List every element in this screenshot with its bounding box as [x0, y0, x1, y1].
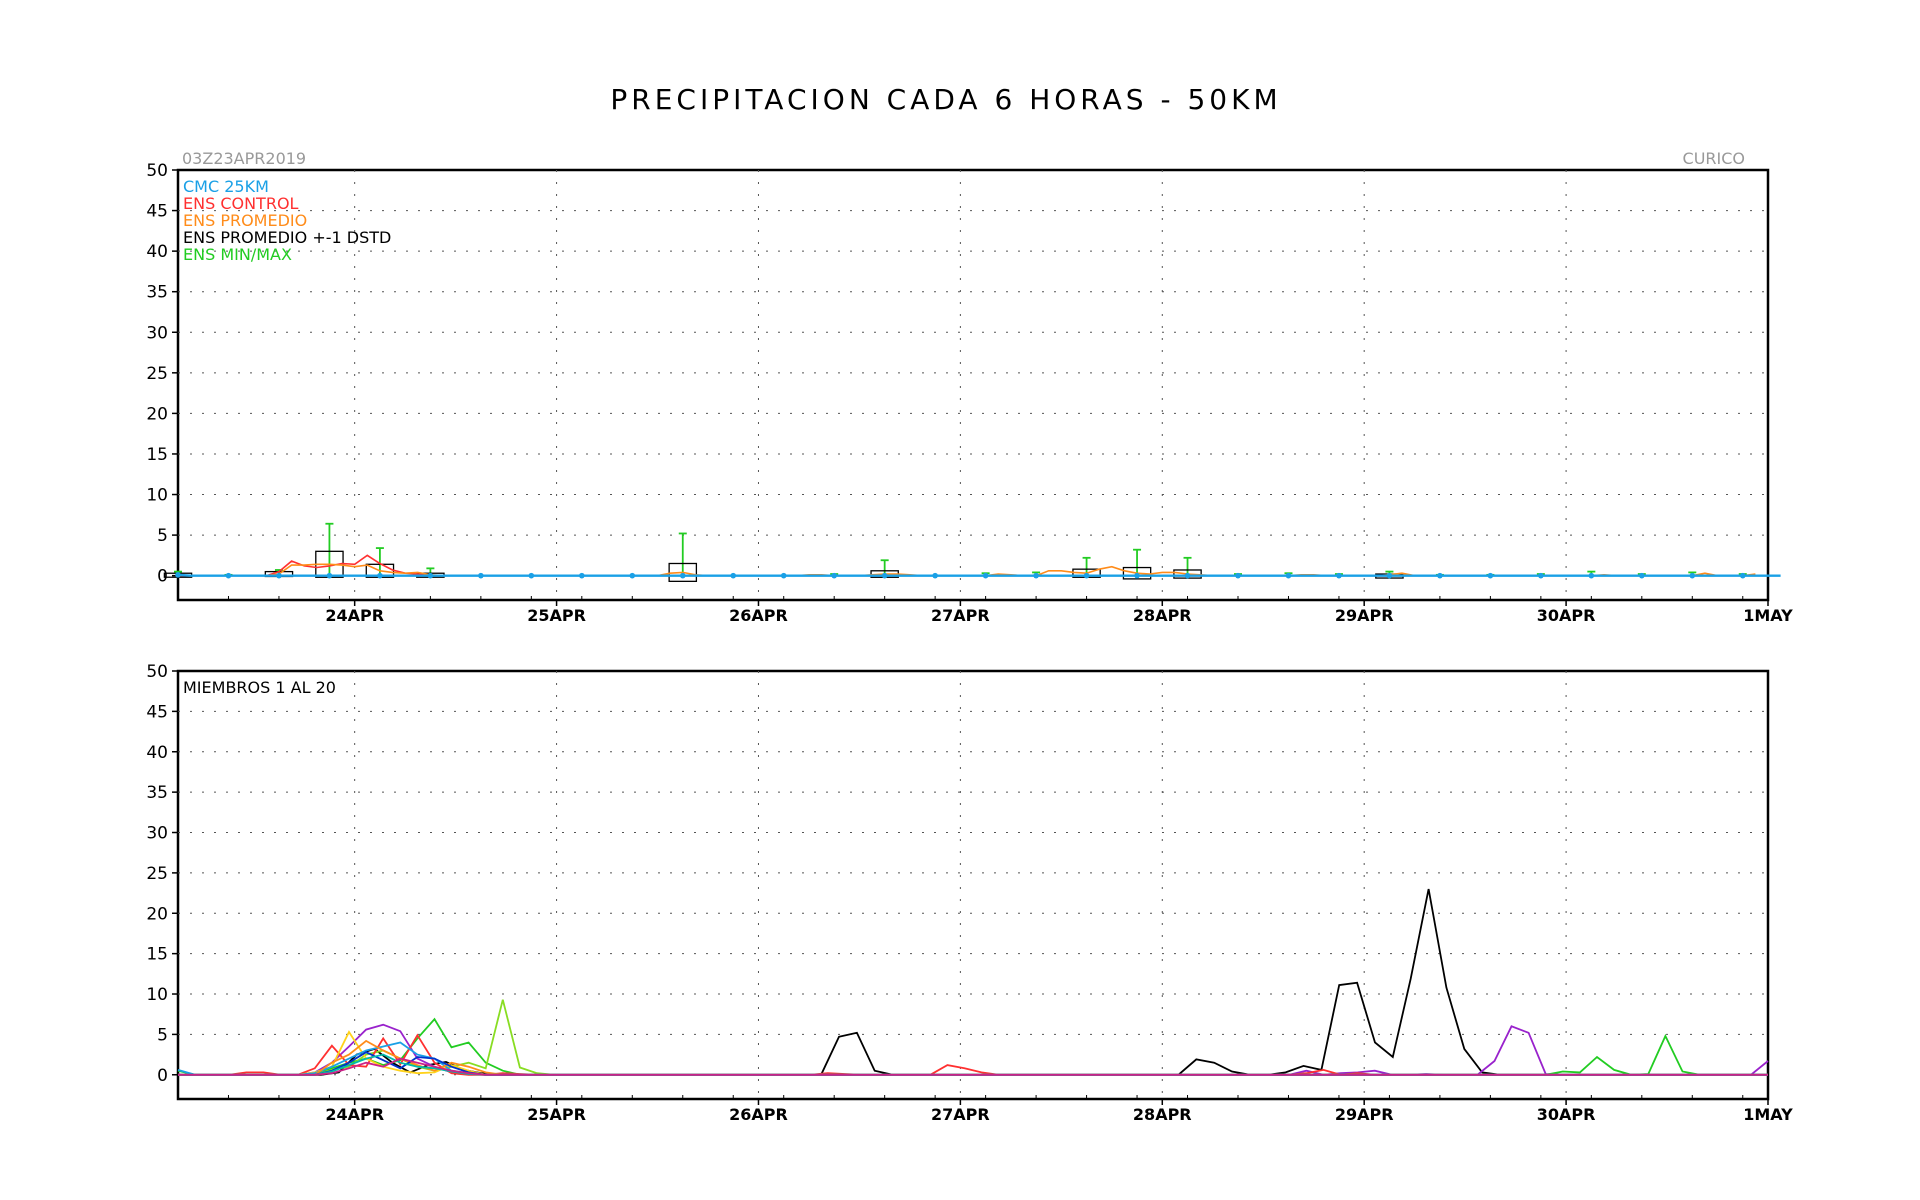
- cmc-point: [1689, 572, 1696, 579]
- cmc-point: [629, 572, 636, 579]
- cmc-point: [427, 572, 434, 579]
- y-tick-label: 10: [146, 486, 168, 506]
- y-tick-label: 50: [146, 662, 168, 682]
- plot-frame: [176, 669, 1770, 1101]
- x-tick-label: 28APR: [1133, 606, 1192, 625]
- y-tick-label: 30: [146, 824, 168, 844]
- x-tick-label: 25APR: [527, 1105, 586, 1124]
- plot-frame: [176, 168, 1770, 602]
- cmc-point: [1538, 572, 1544, 579]
- y-tick-label: 35: [146, 783, 168, 803]
- y-tick-label: 15: [146, 945, 168, 965]
- x-tick-label: 26APR: [729, 1105, 788, 1124]
- cmc-point: [175, 572, 181, 578]
- y-tick-label: 20: [146, 404, 168, 424]
- cmc-point: [1083, 572, 1090, 579]
- x-tick-label: 26APR: [729, 606, 788, 625]
- x-tick-label: 29APR: [1335, 606, 1394, 625]
- x-tick-label: 29APR: [1335, 1105, 1394, 1124]
- cmc-point: [579, 572, 585, 579]
- members-label: MIEMBROS 1 AL 20: [183, 678, 336, 697]
- y-tick-label: 40: [146, 242, 168, 262]
- y-tick-label: 25: [146, 364, 168, 384]
- y-tick-label: 45: [146, 202, 168, 222]
- cmc-point: [1386, 572, 1393, 579]
- cmc-point: [1487, 572, 1494, 579]
- legend-entry: ENS PROMEDIO +-1 DSTD: [183, 228, 391, 247]
- member-line: [178, 888, 1768, 1076]
- y-tick-label: 0: [157, 1066, 168, 1086]
- y-tick-label: 25: [146, 864, 168, 884]
- cmc-point: [1184, 572, 1191, 579]
- cmc-point: [780, 572, 787, 579]
- y-tick-label: 30: [146, 323, 168, 343]
- legend-entry: ENS PROMEDIO: [183, 211, 307, 230]
- x-tick-label: 30APR: [1537, 606, 1596, 625]
- cmc-point: [1437, 572, 1443, 579]
- cmc-point: [1639, 572, 1645, 579]
- cmc-point: [982, 572, 989, 579]
- chart-title: PRECIPITACION CADA 6 HORAS - 50KM: [610, 83, 1281, 116]
- y-tick-label: 40: [146, 743, 168, 763]
- x-tick-label: 24APR: [325, 606, 384, 625]
- cmc-point: [1336, 572, 1342, 579]
- y-tick-label: 35: [146, 283, 168, 303]
- x-tick-label: 27APR: [931, 606, 990, 625]
- legend-entry: ENS MIN/MAX: [183, 245, 292, 264]
- panel-members: 0 5 10 15 20 25 30 35 40 45 50 24APR 25APR 26APR 27APR…: [146, 662, 1793, 1124]
- cmc-point: [326, 572, 333, 579]
- x-tick-label: 1MAY: [1743, 606, 1793, 625]
- y-tick-label: 5: [157, 1025, 168, 1045]
- run-time-label: 03Z23APR2019: [182, 149, 306, 168]
- y-tick-label: 50: [146, 161, 168, 181]
- station-label: CURICO: [1683, 149, 1745, 168]
- cmc-point: [831, 572, 837, 579]
- y-tick-label: 10: [146, 985, 168, 1005]
- cmc-point: [528, 572, 535, 579]
- cmc-point: [1588, 572, 1595, 579]
- panel-ensemble-summary: 0 5 10 15 20 25 30 35 40 45 50 24APR 25APR 26APR 27APR…: [146, 149, 1793, 625]
- cmc-point: [377, 572, 383, 579]
- legend-entry: ENS CONTROL: [183, 194, 299, 213]
- cmc-line: [177, 573, 1781, 577]
- y-tick-label: 5: [157, 526, 168, 546]
- x-tick-label: 25APR: [527, 606, 586, 625]
- member-line: [178, 1057, 1768, 1076]
- cmc-point: [1235, 572, 1241, 579]
- cmc-point: [1739, 572, 1746, 579]
- cmc-point: [1285, 572, 1292, 579]
- y-tick-label: 45: [146, 702, 168, 722]
- cmc-point: [1033, 572, 1039, 579]
- cmc-point: [679, 572, 686, 579]
- x-tick-label: 30APR: [1537, 1105, 1596, 1124]
- x-tick-label: 27APR: [931, 1105, 990, 1124]
- x-tick-label: 24APR: [325, 1105, 384, 1124]
- cmc-point: [1134, 572, 1140, 579]
- cmc-point: [932, 572, 938, 579]
- y-tick-label: 15: [146, 445, 168, 465]
- cmc-point: [730, 572, 737, 579]
- x-tick-label: 28APR: [1133, 1105, 1192, 1124]
- y-tick-label: 0: [157, 567, 168, 587]
- cmc-point: [276, 572, 282, 579]
- cmc-point: [225, 572, 232, 579]
- y-tick-label: 20: [146, 904, 168, 924]
- cmc-point: [478, 572, 484, 579]
- x-tick-label: 1MAY: [1743, 1105, 1793, 1124]
- legend-entry: CMC 25KM: [183, 177, 269, 196]
- cmc-point: [881, 572, 888, 579]
- dstd-box: [668, 562, 698, 582]
